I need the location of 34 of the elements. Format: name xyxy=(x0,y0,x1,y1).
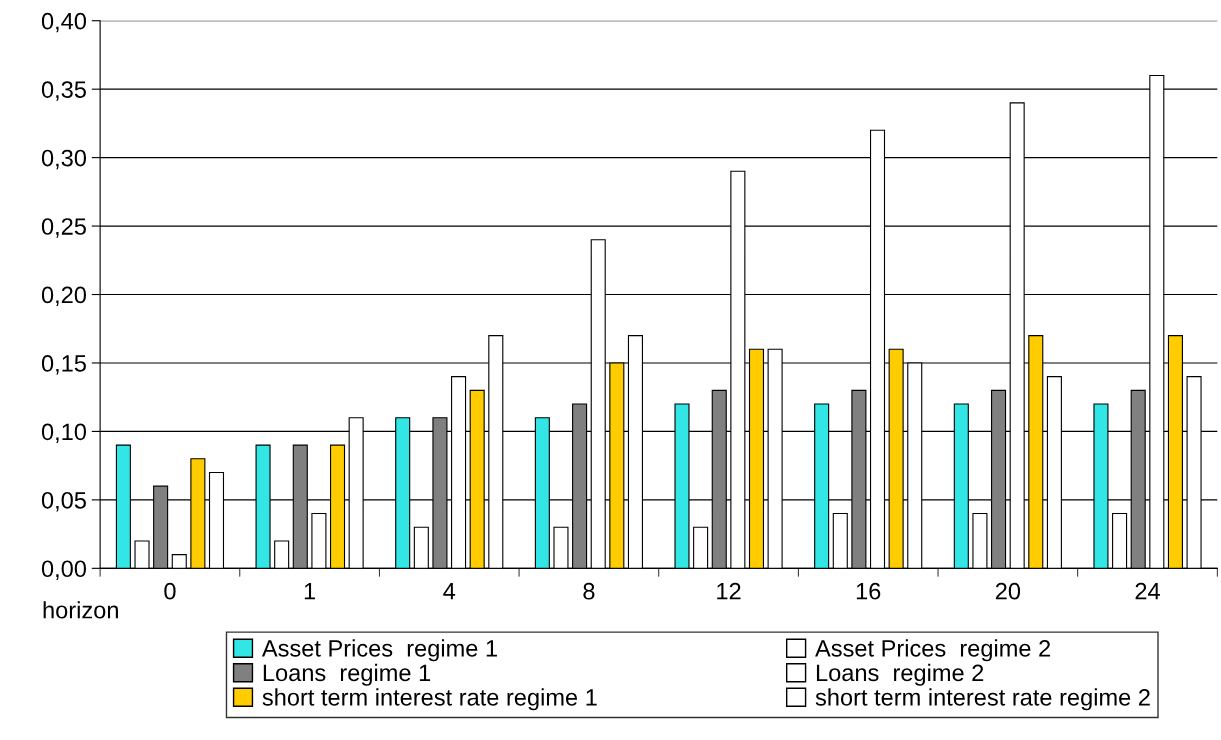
bar xyxy=(413,526,429,569)
x-tick-label: 24 xyxy=(1135,582,1160,600)
y-tick-label: 0,25 xyxy=(41,218,86,238)
bar xyxy=(832,513,848,569)
x-tick-label: 4 xyxy=(443,583,456,600)
bar xyxy=(553,526,569,569)
bar xyxy=(171,554,187,569)
y-tick-label: 0,30 xyxy=(41,149,87,170)
legend-label: Asset Prices regime 2 xyxy=(815,639,1051,662)
y-tick-label: 0,40 xyxy=(41,12,87,33)
bar xyxy=(1112,513,1128,569)
y-tick-label: 0,35 xyxy=(41,81,86,101)
bar xyxy=(311,513,327,569)
bar xyxy=(274,540,290,569)
legend-label: Loans regime 2 xyxy=(816,663,984,686)
legend-label: Loans regime 1 xyxy=(263,663,431,686)
y-tick-label: 0,20 xyxy=(41,286,87,307)
bar xyxy=(972,513,988,569)
x-axis-title: horizon xyxy=(43,601,118,619)
y-tick-label: 0,05 xyxy=(41,491,86,512)
x-tick-label: 12 xyxy=(717,582,741,600)
x-tick-label: 20 xyxy=(995,582,1021,600)
bar xyxy=(134,540,150,569)
x-tick-label: 8 xyxy=(583,582,595,600)
y-tick-label: 0,10 xyxy=(41,423,87,443)
y-tick-label: 0,15 xyxy=(41,355,86,375)
legend-label: Asset Prices regime 1 xyxy=(261,639,497,662)
x-tick-label: 0 xyxy=(164,582,176,600)
legend-label: short term interest rate regime 1 xyxy=(262,688,597,711)
legend-label: short term interest rate regime 2 xyxy=(815,688,1150,711)
x-tick-label: 16 xyxy=(856,582,881,600)
bar xyxy=(693,526,709,569)
y-tick-label: 0,00 xyxy=(41,560,87,580)
x-tick-label: 1 xyxy=(304,583,316,600)
